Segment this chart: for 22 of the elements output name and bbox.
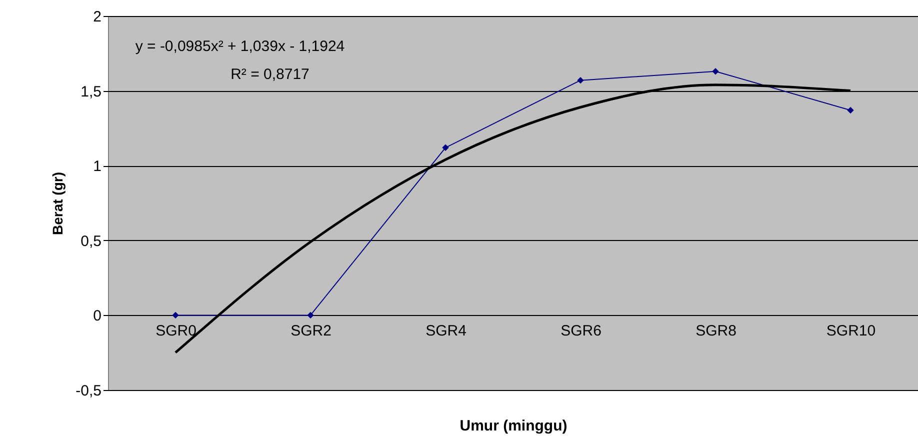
y-tick-label: -0,5 <box>76 382 102 400</box>
y-tick-label: 1 <box>93 158 102 176</box>
x-tick-label: SGR4 <box>426 322 466 340</box>
y-tick-label: 0,5 <box>80 232 102 250</box>
x-tick-label: SGR8 <box>696 322 736 340</box>
point <box>442 144 449 151</box>
point <box>712 68 719 75</box>
y-tick-label: 2 <box>93 8 102 26</box>
annotation: R² = 0,8717 <box>230 66 310 83</box>
point <box>577 76 584 84</box>
point <box>847 106 854 114</box>
y-tick-label: 0 <box>93 308 102 325</box>
y-tick-label: 1,5 <box>80 83 102 100</box>
y-axis-title: Berat (gr) <box>50 172 66 236</box>
x-tick-label: SGR6 <box>560 322 602 340</box>
x-tick-label: SGR2 <box>290 322 332 340</box>
x-tick-label: SGR10 <box>826 322 876 340</box>
annotation: y = -0,0985x² + 1,039x - 1,1924 <box>135 38 345 55</box>
x-axis-title: Umur (minggu) <box>460 418 568 435</box>
point <box>172 312 179 319</box>
point <box>307 312 314 319</box>
x-tick-label: SGR0 <box>156 322 196 340</box>
